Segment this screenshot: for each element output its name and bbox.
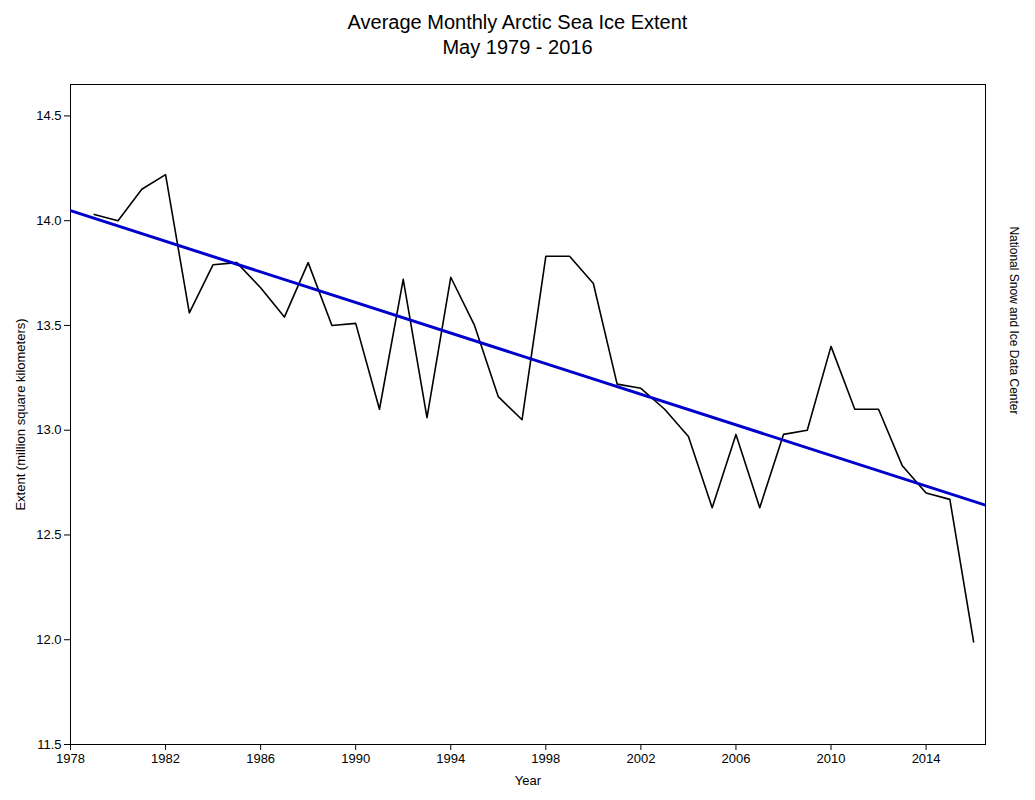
svg-text:12.5: 12.5: [36, 527, 61, 542]
svg-text:11.5: 11.5: [37, 737, 61, 752]
html-text:Average Monthly Arctic Sea Ice: Average Monthly Arctic Sea Ice Extent Ma…: [347, 11, 688, 58]
svg-text:1978: 1978: [56, 751, 85, 766]
svg-text:1986: 1986: [246, 751, 275, 766]
svg-text:2010: 2010: [817, 751, 846, 766]
svg-text:2002: 2002: [626, 751, 655, 766]
svg-text:1982: 1982: [151, 751, 180, 766]
svg-text:14.0: 14.0: [36, 213, 61, 228]
svg-text:1990: 1990: [341, 751, 370, 766]
svg-text:14.5: 14.5: [36, 108, 61, 123]
svg-text:13.0: 13.0: [36, 422, 61, 437]
svg-text:National Snow and Ice Data Cen: National Snow and Ice Data Center: [1007, 226, 1021, 414]
svg-text:2014: 2014: [912, 751, 941, 766]
svg-text:2006: 2006: [721, 751, 750, 766]
svg-text:12.0: 12.0: [36, 632, 61, 647]
svg-text:Extent (million square kilomet: Extent (million square kilometers): [13, 318, 28, 510]
svg-text:Year: Year: [515, 773, 542, 788]
svg-text:13.5: 13.5: [36, 318, 61, 333]
svg-text:1998: 1998: [531, 751, 560, 766]
svg-text:1994: 1994: [436, 751, 465, 766]
